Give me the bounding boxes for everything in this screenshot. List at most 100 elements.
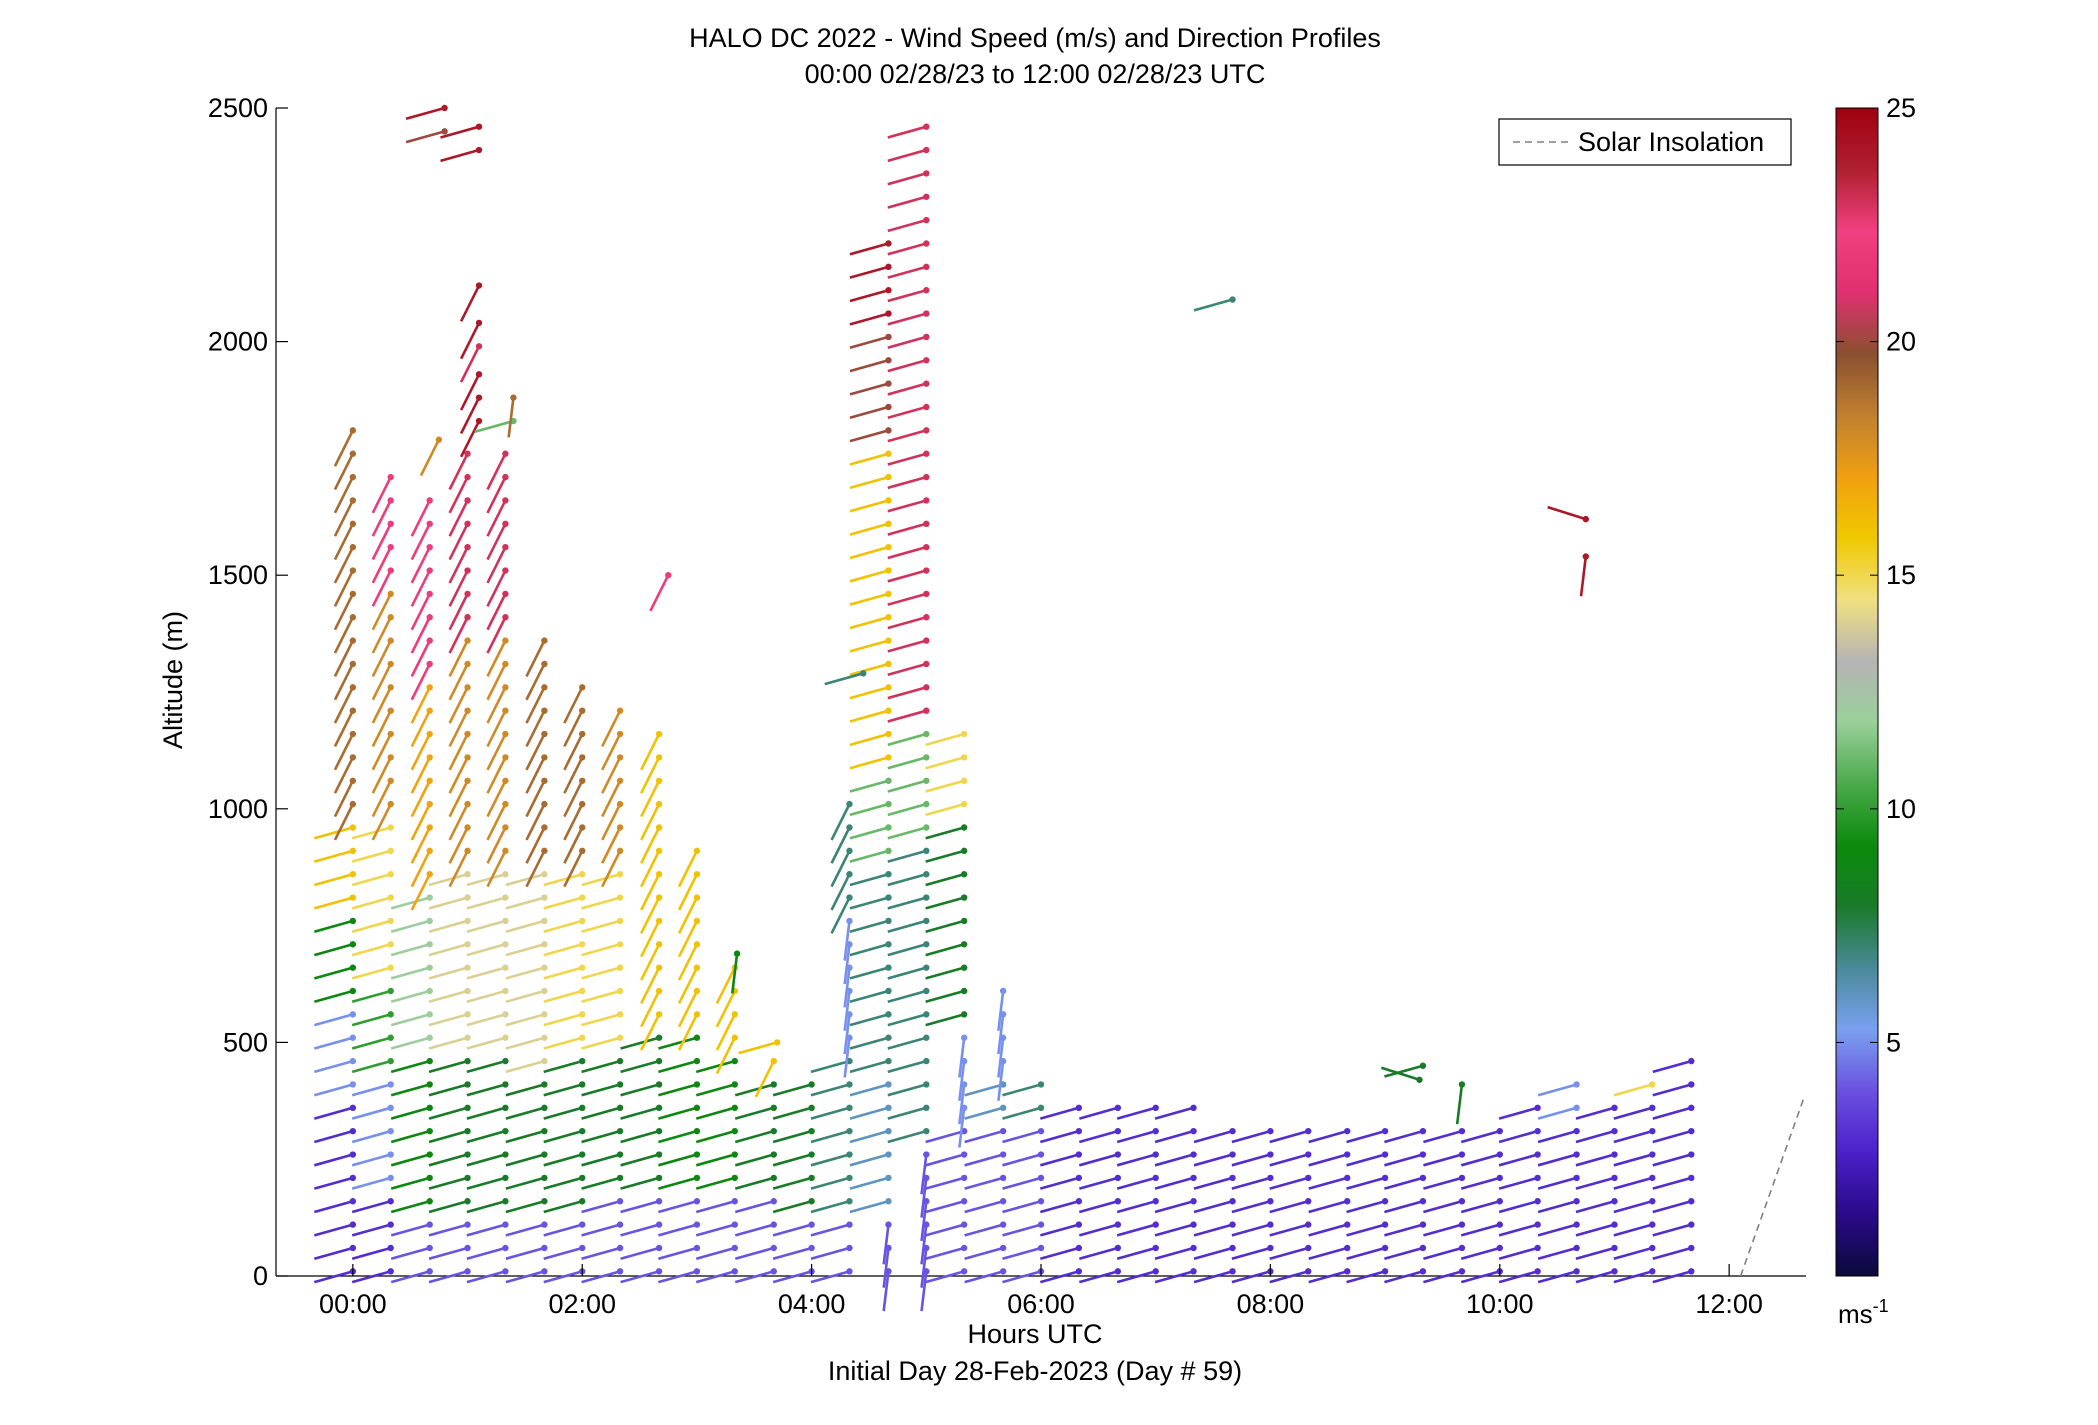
- wind-barb-staff: [525, 710, 546, 748]
- wind-barb-dot: [770, 1127, 777, 1135]
- wind-barb-staff: [371, 663, 392, 701]
- wind-barb-dot: [426, 1198, 433, 1205]
- wind-barb-dot: [655, 964, 663, 971]
- wind-barb-dot: [885, 964, 892, 971]
- wind-barb: [830, 800, 853, 841]
- wind-barb-staff: [581, 1129, 621, 1144]
- wind-barb-dot: [387, 1244, 394, 1252]
- wind-barb: [1652, 1104, 1695, 1120]
- wind-barb-staff: [428, 1036, 468, 1050]
- wind-barb-dot: [541, 987, 548, 995]
- wind-barb: [448, 707, 471, 748]
- wind-barb-dot: [923, 1081, 930, 1088]
- wind-barb-staff: [964, 1223, 1004, 1237]
- wind-barb-staff: [351, 989, 392, 1004]
- wind-barb-staff: [658, 1199, 698, 1214]
- wind-barb-dot: [693, 847, 701, 855]
- wind-barb-dot: [541, 1268, 548, 1275]
- wind-barb-dot: [731, 1034, 738, 1041]
- wind-barb-staff: [810, 1246, 850, 1261]
- wind-barb-dot: [770, 1104, 777, 1112]
- wind-barb-staff: [351, 1059, 392, 1074]
- wind-barb: [734, 1127, 777, 1144]
- wind-barb: [849, 263, 892, 279]
- wind-barb-staff: [1231, 1223, 1271, 1237]
- wind-barb: [333, 590, 357, 631]
- wind-barb-dot: [923, 520, 930, 528]
- wind-barb-staff: [333, 780, 355, 818]
- wind-barb-dot: [464, 1151, 471, 1158]
- wind-barb: [849, 590, 892, 606]
- wind-barb-dot: [426, 543, 433, 551]
- wind-barb-staff: [1423, 1270, 1463, 1284]
- wind-barb-dot: [693, 964, 701, 971]
- wind-barb-staff: [1575, 1153, 1615, 1167]
- wind-barb-dot: [349, 567, 357, 574]
- wind-barb: [640, 964, 663, 1005]
- wind-barb: [466, 1174, 509, 1190]
- wind-barb-staff: [525, 686, 546, 724]
- wind-barb: [620, 1081, 663, 1097]
- wind-barb-staff: [658, 1083, 698, 1097]
- wind-barb: [486, 497, 509, 537]
- wind-barb-staff: [695, 1153, 736, 1167]
- wind-barb-staff: [887, 896, 927, 910]
- wind-barb: [543, 894, 586, 910]
- wind-barb-dot: [1688, 1198, 1695, 1205]
- wind-barb-dot: [579, 1151, 586, 1158]
- wind-barb-dot: [808, 1174, 815, 1182]
- wind-barb-staff: [459, 397, 481, 435]
- wind-barb-dot: [541, 1127, 548, 1135]
- wind-barb-staff: [677, 943, 699, 981]
- wind-barb: [620, 1151, 663, 1167]
- wind-barb: [1652, 1127, 1695, 1144]
- wind-barb-dot: [464, 824, 471, 831]
- wind-barb-dot: [655, 754, 663, 761]
- wind-barb-dot: [999, 1268, 1007, 1275]
- colorbar-unit: ms-1: [1838, 1296, 1889, 1329]
- wind-barb-dot: [349, 707, 357, 714]
- wind-barb-dot: [1611, 1151, 1618, 1158]
- wind-barb: [810, 1221, 853, 1237]
- wind-barb: [390, 1104, 433, 1120]
- wind-barb-staff: [333, 593, 355, 631]
- wind-barb: [1579, 553, 1589, 597]
- wind-barb-staff: [772, 1176, 812, 1190]
- wind-barb: [371, 590, 394, 631]
- wind-barb-dot: [655, 917, 663, 925]
- wind-barb-dot: [885, 450, 892, 457]
- wind-barb: [830, 847, 853, 888]
- wind-barb-staff: [1078, 1129, 1119, 1144]
- wind-barb-dot: [846, 1127, 853, 1135]
- wind-barb: [1039, 1244, 1083, 1261]
- wind-barb-staff: [1613, 1106, 1653, 1120]
- wind-barb-dot: [885, 847, 892, 855]
- wind-barb-staff: [677, 967, 699, 1005]
- wind-barb: [505, 894, 548, 910]
- wind-barb-dot: [1037, 1244, 1045, 1252]
- wind-barb-staff: [620, 1036, 660, 1050]
- wind-barb: [410, 777, 433, 818]
- wind-barb: [640, 871, 663, 911]
- wind-barb-dot: [464, 543, 471, 551]
- wind-barb-staff: [1193, 1223, 1233, 1237]
- wind-barb: [1498, 1268, 1541, 1284]
- wind-barb-staff: [313, 919, 354, 933]
- wind-barb-staff: [333, 429, 355, 467]
- wind-barb-staff: [486, 733, 507, 771]
- wind-barb-staff: [925, 966, 965, 980]
- wind-barb: [543, 987, 586, 1004]
- wind-barb-staff: [390, 1153, 431, 1167]
- wind-barb: [1346, 1174, 1389, 1190]
- wind-barb: [887, 1104, 930, 1120]
- wind-barb: [371, 520, 394, 561]
- wind-barb-dot: [435, 436, 443, 443]
- wind-barb-staff: [843, 920, 851, 961]
- wind-barb-staff: [1613, 1246, 1653, 1261]
- wind-barb: [1116, 1151, 1159, 1167]
- wind-barb-dot: [923, 1104, 930, 1112]
- wind-barb: [925, 777, 968, 793]
- wind-barb-staff: [620, 1153, 660, 1167]
- wind-barb-staff: [658, 1129, 698, 1144]
- wind-barb-staff: [371, 710, 392, 748]
